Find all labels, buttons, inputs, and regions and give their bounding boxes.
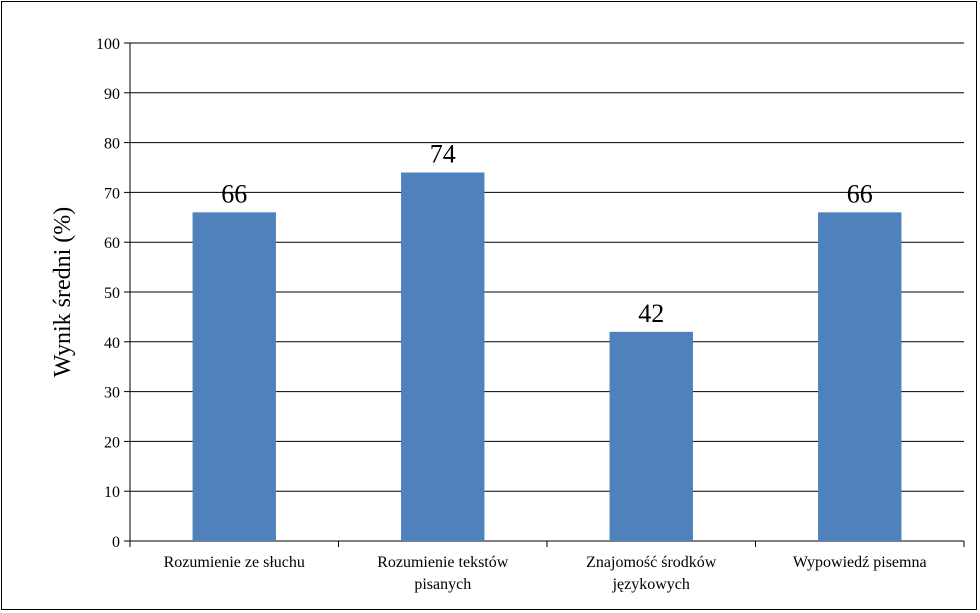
- y-tick-label: 90: [104, 86, 120, 103]
- data-label: 42: [638, 299, 664, 328]
- y-tick-label: 10: [104, 484, 120, 501]
- data-label: 66: [221, 179, 247, 208]
- y-tick-label: 80: [104, 136, 120, 153]
- y-tick-label: 0: [112, 534, 120, 551]
- y-tick-labels: 0 10 20 30 40 50 60 70 80 90 100: [96, 36, 120, 551]
- data-labels: 66 74 42 66: [221, 139, 873, 327]
- y-tick-label: 20: [104, 434, 120, 451]
- y-tick-label: 40: [104, 335, 120, 352]
- y-tick-label: 50: [104, 285, 120, 302]
- x-category-label: Wypowiedź pisemna: [793, 554, 927, 571]
- y-axis-title: Wynik średni (%): [50, 207, 76, 378]
- y-tick-label: 70: [104, 185, 120, 202]
- bars: [192, 172, 902, 542]
- x-category-label: pisanych: [414, 576, 471, 593]
- bar: [818, 212, 902, 541]
- x-category-labels: Rozumienie ze słuchu Rozumienie tekstów pi…: [164, 554, 927, 593]
- bar: [609, 331, 693, 541]
- y-tick-label: 100: [96, 36, 120, 53]
- bar: [401, 172, 485, 542]
- data-label: 74: [430, 139, 456, 168]
- x-category-label: Rozumienie ze słuchu: [164, 554, 305, 571]
- y-tick-label: 30: [104, 385, 120, 402]
- y-tick-label: 60: [104, 235, 120, 252]
- data-label: 66: [847, 179, 873, 208]
- x-category-label: Znajomość środków: [586, 554, 717, 571]
- x-category-label: Rozumienie tekstów: [377, 554, 509, 571]
- x-category-label: językowych: [612, 576, 690, 593]
- bar: [192, 212, 276, 541]
